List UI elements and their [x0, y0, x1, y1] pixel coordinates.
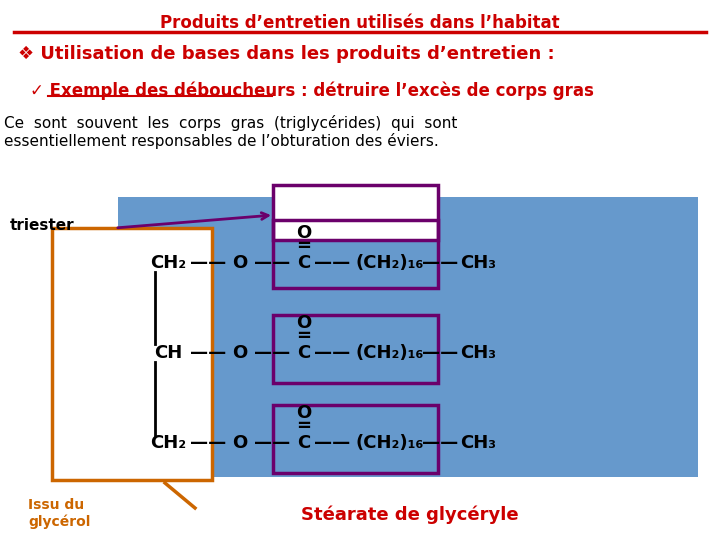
Text: Produits d’entretien utilisés dans l’habitat: Produits d’entretien utilisés dans l’hab…: [160, 14, 560, 32]
Bar: [52, 228, 212, 480]
Text: O: O: [297, 224, 312, 242]
Text: ——: ——: [254, 434, 290, 452]
Text: ——: ——: [314, 434, 350, 452]
Text: (CH₂)₁₆: (CH₂)₁₆: [356, 254, 424, 272]
Text: O: O: [297, 404, 312, 422]
Text: CH₃: CH₃: [460, 434, 496, 452]
Text: (CH₂)₁₆: (CH₂)₁₆: [356, 434, 424, 452]
Bar: [273, 220, 438, 288]
Bar: [273, 405, 438, 473]
Text: =: =: [297, 327, 312, 345]
Text: =: =: [297, 237, 312, 255]
Text: ——: ——: [422, 254, 458, 272]
Bar: [273, 185, 438, 240]
Text: triester: triester: [10, 218, 75, 233]
Text: O: O: [233, 344, 248, 362]
Text: ❖ Utilisation de bases dans les produits d’entretien :: ❖ Utilisation de bases dans les produits…: [18, 45, 554, 63]
Bar: [273, 315, 438, 383]
Text: ——: ——: [254, 254, 290, 272]
Text: O: O: [233, 254, 248, 272]
Text: CH₃: CH₃: [460, 344, 496, 362]
Text: O: O: [233, 434, 248, 452]
Text: essentiellement responsables de l’obturation des éviers.: essentiellement responsables de l’obtura…: [4, 133, 438, 149]
Text: ——: ——: [314, 344, 350, 362]
Text: Stéarate de glycéryle: Stéarate de glycéryle: [301, 505, 519, 523]
Text: O: O: [297, 314, 312, 332]
Text: Issu du
glycérol: Issu du glycérol: [28, 498, 91, 529]
Text: ——: ——: [422, 344, 458, 362]
Text: ——: ——: [190, 344, 226, 362]
Text: (CH₂)₁₆: (CH₂)₁₆: [356, 344, 424, 362]
Text: C: C: [297, 254, 310, 272]
Text: ✓ Exemple des déboucheurs : détruire l’excès de corps gras: ✓ Exemple des déboucheurs : détruire l’e…: [30, 82, 594, 100]
Text: CH: CH: [154, 344, 182, 362]
Text: C: C: [297, 344, 310, 362]
Text: CH₃: CH₃: [460, 254, 496, 272]
Text: C: C: [297, 434, 310, 452]
Text: =: =: [297, 417, 312, 435]
Text: ——: ——: [314, 254, 350, 272]
Text: ——: ——: [190, 254, 226, 272]
Bar: [52, 228, 212, 480]
Text: Ce  sont  souvent  les  corps  gras  (triglycérides)  qui  sont: Ce sont souvent les corps gras (triglycé…: [4, 115, 457, 131]
Bar: [118, 197, 698, 477]
Text: CH₂: CH₂: [150, 254, 186, 272]
Text: ——: ——: [254, 344, 290, 362]
Text: CH₂: CH₂: [150, 434, 186, 452]
Text: ——: ——: [190, 434, 226, 452]
Text: ——: ——: [422, 434, 458, 452]
